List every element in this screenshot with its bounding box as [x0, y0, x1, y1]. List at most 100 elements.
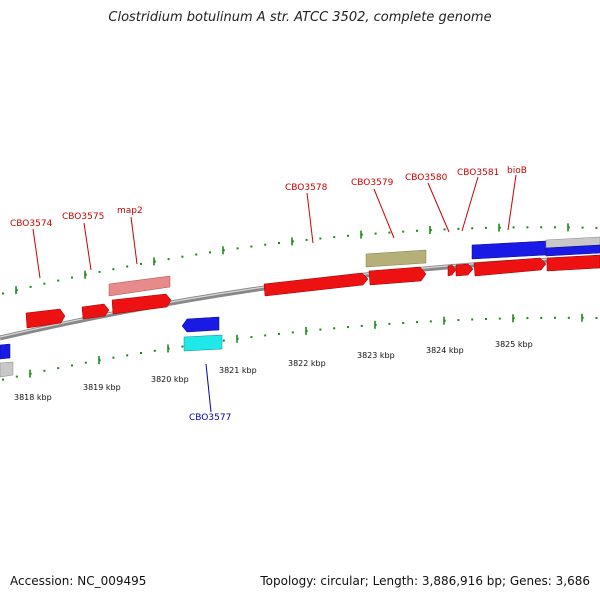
gene-left-edge-reverse[interactable]	[0, 343, 11, 360]
leader-CBO3579	[373, 188, 395, 239]
outer-minor-tick	[71, 276, 73, 279]
genome-summary-text: Topology: circular; Length: 3,886,916 bp…	[260, 574, 590, 588]
inner-minor-tick	[554, 316, 556, 319]
outer-minor-tick	[140, 262, 142, 265]
leader-CBO3581	[461, 176, 479, 232]
inner-minor-tick	[278, 332, 280, 335]
outer-minor-tick	[181, 255, 184, 258]
gene-CBO3574[interactable]	[25, 308, 66, 329]
outer-minor-tick	[278, 242, 280, 244]
inner-minor-tick	[360, 324, 363, 327]
inner-minor-tick	[498, 317, 501, 320]
inner-minor-tick	[264, 334, 267, 337]
kbp-label-3825: 3825 kbp	[495, 340, 533, 349]
gene-bioB-cds[interactable]	[473, 257, 547, 277]
outer-minor-tick	[319, 237, 322, 240]
inner-tick-track	[2, 313, 598, 381]
inner-minor-tick	[43, 369, 46, 372]
label-bioB: bioB	[507, 166, 527, 176]
outer-minor-tick	[416, 229, 418, 232]
outer-minor-tick	[595, 226, 598, 229]
gene-CBO3581[interactable]	[455, 263, 474, 277]
leader-CBO3575	[83, 222, 92, 271]
gene-labels: CBO3574 CBO3575 map2 CBO3578 CBO3579 CBO…	[10, 166, 527, 423]
gene-map2-cds[interactable]	[111, 293, 172, 315]
inner-minor-tick	[402, 322, 405, 324]
inner-minor-tick	[181, 345, 184, 348]
outer-minor-tick	[236, 247, 239, 250]
map-title: Clostridium botulinum A str. ATCC 3502, …	[108, 10, 492, 25]
outer-minor-tick	[333, 236, 336, 239]
outer-minor-tick	[126, 265, 129, 268]
outer-minor-tick	[485, 226, 487, 229]
inner-minor-tick	[153, 349, 156, 352]
label-CBO3574: CBO3574	[10, 219, 53, 229]
outer-minor-tick	[98, 270, 101, 273]
outer-minor-tick	[526, 226, 529, 229]
label-CBO3580: CBO3580	[405, 173, 448, 183]
outer-minor-tick	[471, 227, 474, 230]
kbp-label-3819: 3819 kbp	[83, 383, 121, 392]
inner-minor-tick	[57, 367, 60, 370]
inner-minor-tick	[485, 318, 487, 320]
leader-CBO3578	[306, 192, 314, 244]
label-map2: map2	[117, 206, 143, 216]
kbp-label-3820: 3820 kbp	[151, 375, 189, 384]
inner-minor-tick	[126, 354, 129, 357]
label-CBO3575: CBO3575	[62, 212, 104, 222]
label-CBO3579: CBO3579	[351, 178, 394, 188]
inner-minor-tick	[388, 322, 391, 325]
outer-minor-tick	[540, 226, 543, 229]
kbp-label-3821: 3821 kbp	[219, 366, 257, 375]
gene-CBO3577[interactable]	[181, 316, 220, 333]
gene-gray-feature-upper[interactable]	[545, 236, 600, 249]
inner-minor-tick	[595, 316, 598, 319]
gene-right-edge-cds[interactable]	[546, 254, 600, 272]
outer-minor-tick	[581, 226, 584, 229]
gene-CBO3578[interactable]	[263, 272, 369, 297]
outer-minor-tick	[84, 273, 87, 276]
gene-blue-feature-upper[interactable]	[545, 244, 600, 257]
outer-minor-tick	[388, 231, 391, 234]
outer-minor-tick	[57, 279, 60, 282]
outer-minor-tick	[195, 253, 198, 256]
gene-CBO3575[interactable]	[81, 303, 110, 320]
kbp-label-3823: 3823 kbp	[357, 351, 395, 360]
label-CBO3577: CBO3577	[189, 413, 231, 423]
outer-minor-tick	[209, 251, 211, 254]
inner-minor-tick	[84, 361, 87, 364]
forward-strand-genes	[25, 249, 600, 329]
gene-CBO3577-feature[interactable]	[183, 334, 223, 352]
gene-map2-feature[interactable]	[108, 275, 171, 297]
inner-minor-tick	[540, 316, 543, 319]
inner-minor-tick	[319, 328, 322, 331]
kbp-label-3824: 3824 kbp	[426, 346, 464, 355]
inner-minor-tick	[2, 378, 4, 381]
gene-CBO3579-feature[interactable]	[365, 249, 427, 268]
inner-minor-tick	[291, 331, 294, 334]
leader-CBO3577	[205, 363, 212, 413]
outer-minor-tick	[167, 258, 170, 261]
inner-minor-tick	[429, 320, 432, 323]
outer-minor-tick	[512, 226, 515, 229]
gene-left-edge-gray[interactable]	[0, 361, 14, 378]
leader-CBO3574	[32, 228, 41, 279]
inner-minor-tick	[222, 339, 225, 342]
kbp-label-3818: 3818 kbp	[14, 393, 52, 402]
gene-bioB-reverse-feature[interactable]	[471, 240, 547, 260]
outer-minor-tick	[374, 232, 377, 235]
inner-minor-tick	[15, 375, 18, 378]
outer-minor-tick	[264, 243, 267, 246]
gene-CBO3580[interactable]	[447, 264, 457, 277]
inner-minor-tick	[567, 316, 570, 319]
leader-CBO3580	[427, 182, 450, 233]
inner-minor-tick	[112, 356, 115, 359]
outer-minor-tick	[402, 230, 405, 233]
outer-minor-tick	[554, 226, 556, 229]
gene-CBO3579-cds[interactable]	[368, 266, 427, 286]
outer-minor-tick	[347, 234, 349, 237]
outer-minor-tick	[112, 268, 115, 271]
inner-minor-tick	[457, 319, 460, 322]
